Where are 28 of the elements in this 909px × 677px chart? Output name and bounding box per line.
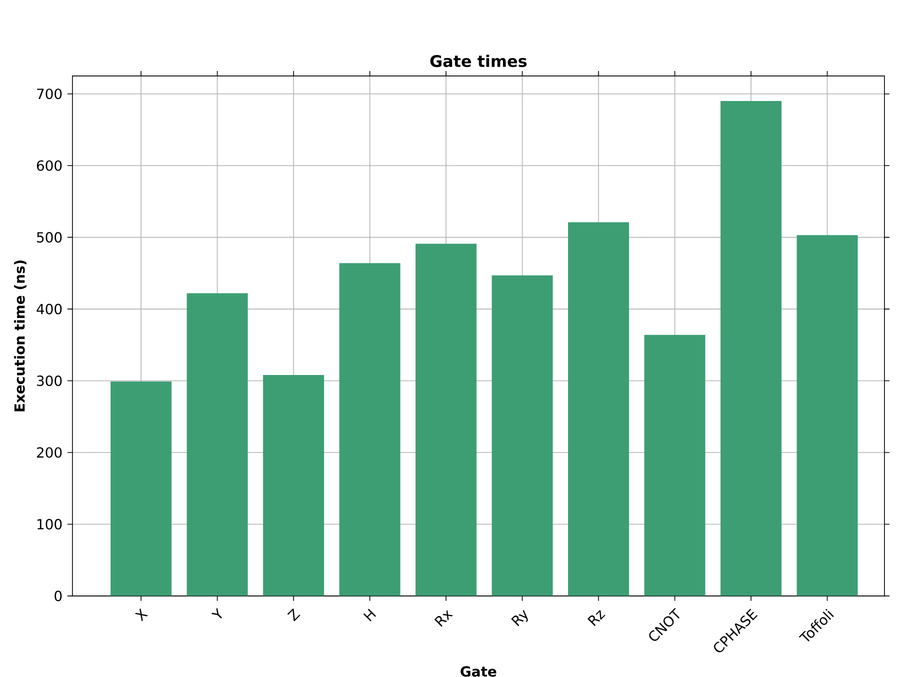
x-axis-title: Gate (460, 666, 496, 677)
x-tick-label: Y (211, 608, 222, 618)
y-tick-label: 100 (38, 518, 62, 530)
bar (263, 375, 324, 596)
x-tick-label: X (134, 608, 148, 622)
y-tick-label: 400 (36, 304, 62, 314)
y-tick-label: 600 (36, 160, 62, 171)
y-tick-label: 200 (36, 447, 62, 458)
y-tick-label: 300 (37, 375, 62, 386)
bar (416, 244, 477, 596)
y-tick-label: 0 (54, 590, 62, 602)
bar (796, 235, 858, 596)
x-tick-label: Z (287, 608, 300, 622)
bar (568, 222, 630, 596)
bar (110, 381, 172, 596)
bar (186, 293, 248, 596)
bar (720, 101, 782, 596)
bar (492, 275, 553, 596)
x-tick-label: Ry (511, 610, 528, 626)
chart-title: Gate times (430, 54, 527, 68)
x-tick-label: H (363, 608, 376, 622)
y-axis-title: Execution time (ns) (14, 260, 26, 412)
x-tick-label: Rz (587, 610, 606, 626)
bar (644, 334, 706, 596)
y-tick-label: 700 (37, 88, 62, 100)
bar (339, 263, 400, 596)
y-tick-label: 500 (37, 232, 62, 243)
x-tick-label: Rx (434, 610, 453, 627)
